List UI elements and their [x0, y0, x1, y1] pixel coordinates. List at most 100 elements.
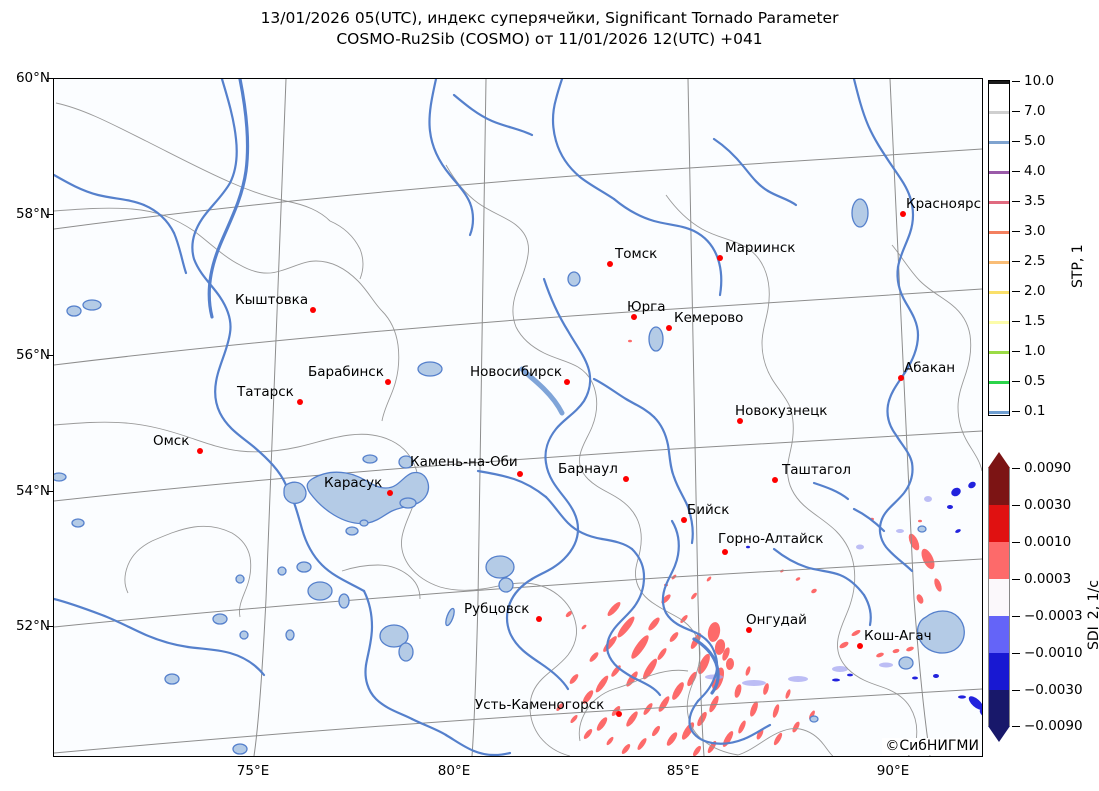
map-canvas[interactable]: Кыштовка Томск Мариинск Красноярск Юрга … — [53, 78, 983, 757]
city-label-tomsk: Томск — [615, 246, 658, 262]
stp-ticklabel-3.0: 3.0 — [1024, 223, 1046, 239]
sdi-ticklabel-neg0.0030: −0.0030 — [1024, 682, 1083, 698]
city-label-barabinsk: Барабинск — [308, 364, 384, 380]
city-dot-kamen-na-obi[interactable] — [517, 471, 523, 477]
city-label-barnaul: Барнаул — [558, 461, 618, 477]
city-label-ongudai: Онгудай — [746, 612, 807, 628]
copyright-watermark: ©СибНИГМИ — [882, 738, 980, 755]
city-label-kosh-agach: Кош-Агач — [864, 628, 932, 644]
stp-tick-0.5 — [1012, 381, 1020, 383]
city-dot-karasuk[interactable] — [387, 490, 393, 496]
stp-ticklabel-4.0: 4.0 — [1024, 163, 1046, 179]
stp-tick-4.0 — [1012, 171, 1020, 173]
city-dot-yurga[interactable] — [631, 314, 637, 320]
sdi-ticklabel-0.0003: 0.0003 — [1024, 571, 1072, 587]
sdi-tick-0.0090 — [1012, 468, 1020, 470]
city-label-omsk: Омск — [153, 433, 190, 449]
stp-colorbar[interactable] — [988, 80, 1010, 416]
stp-ticklabel-0.1: 0.1 — [1024, 403, 1046, 419]
city-label-ust-kamenogorsk: Усть-Каменогорск — [475, 697, 605, 713]
stp-tick-2.5 — [1012, 261, 1020, 263]
administrative-borders — [54, 102, 982, 756]
ytick-mark-1 — [47, 214, 53, 216]
sdi-ticklabel-neg0.0003: −0.0003 — [1024, 608, 1083, 624]
city-dot-tatarsk[interactable] — [297, 399, 303, 405]
sdi-tick-neg0.0003 — [1012, 616, 1020, 618]
sdi-tick-neg0.0010 — [1012, 653, 1020, 655]
city-dot-barnaul[interactable] — [623, 476, 629, 482]
stp-level-line-4.0 — [989, 171, 1009, 174]
city-dot-gorno-altaysk[interactable] — [722, 549, 728, 555]
sdi-negative-patches — [746, 481, 982, 718]
city-dot-novokuznetsk[interactable] — [737, 418, 743, 424]
city-dot-barabinsk[interactable] — [385, 379, 391, 385]
city-dot-mariinsk[interactable] — [717, 255, 723, 261]
sdi-ticklabel-0.0090: 0.0090 — [1024, 460, 1072, 476]
ytick-mark-4 — [47, 626, 53, 628]
city-dot-biysk[interactable] — [681, 517, 687, 523]
city-dot-tashtagol[interactable] — [772, 477, 778, 483]
city-dot-ongudai[interactable] — [746, 627, 752, 633]
city-dot-novosibirsk[interactable] — [564, 379, 570, 385]
city-dot-omsk[interactable] — [197, 448, 203, 454]
stp-level-line-5.0 — [989, 141, 1009, 144]
stp-tick-0.1 — [1012, 411, 1020, 413]
sdi-seg-0.0010-0.0030 — [989, 505, 1009, 542]
stp-colorbar-title: STP, 1 — [1070, 244, 1086, 288]
stp-level-line-3.5 — [989, 201, 1009, 204]
city-label-rubtsovsk: Рубцовск — [464, 601, 530, 617]
city-label-mariinsk: Мариинск — [725, 240, 796, 256]
sdi-ticklabel-0.0010: 0.0010 — [1024, 534, 1072, 550]
city-dot-kosh-agach[interactable] — [857, 643, 863, 649]
stp-level-line-0.5 — [989, 381, 1009, 384]
title-line-1: 13/01/2026 05(UTC), индекс суперячейки, … — [260, 9, 839, 27]
city-dot-rubtsovsk[interactable] — [536, 616, 542, 622]
stp-level-line-2.5 — [989, 261, 1009, 264]
city-dot-abakan[interactable] — [898, 375, 904, 381]
city-label-kyshtovka: Кыштовка — [235, 292, 309, 308]
sdi-colorbar[interactable] — [988, 452, 1010, 742]
stp-tick-2.0 — [1012, 291, 1020, 293]
stp-tick-7.0 — [1012, 111, 1020, 113]
stp-tick-1.5 — [1012, 321, 1020, 323]
sdi-tick-0.0030 — [1012, 505, 1020, 507]
city-label-gorno-altaysk: Горно-Алтайск — [718, 531, 824, 547]
stp-tick-5.0 — [1012, 141, 1020, 143]
ytick-mark-3 — [47, 491, 53, 493]
rivers — [54, 79, 920, 756]
stp-level-line-7.0 — [989, 111, 1009, 114]
sdi-seg-neg0.0010-0.0030 — [989, 653, 1009, 690]
sdi-ticklabel-neg0.0090: −0.0090 — [1024, 718, 1083, 734]
lakes — [54, 198, 965, 755]
ytick-mark-2 — [47, 355, 53, 357]
city-dot-krasnoyarsk[interactable] — [900, 211, 906, 217]
city-dot-tomsk[interactable] — [607, 261, 613, 267]
stp-ticklabel-3.5: 3.5 — [1024, 193, 1046, 209]
ytick-mark-0 — [47, 78, 53, 80]
city-label-kamen-na-obi: Камень-на-Оби — [410, 454, 518, 470]
stp-tick-3.5 — [1012, 201, 1020, 203]
stp-ticklabel-7.0: 7.0 — [1024, 103, 1046, 119]
stp-ticklabel-2.5: 2.5 — [1024, 253, 1046, 269]
city-dot-kyshtovka[interactable] — [310, 307, 316, 313]
city-dot-ust-kamenogorsk[interactable] — [616, 711, 622, 717]
city-label-yurga: Юрга — [627, 299, 666, 315]
sdi-tick-neg0.0030 — [1012, 690, 1020, 692]
city-label-novosibirsk: Новосибирск — [470, 364, 563, 380]
graticule — [54, 79, 982, 756]
title-line-2: COSMO-Ru2Sib (COSMO) от 11/01/2026 12(UT… — [336, 30, 763, 48]
stp-level-line-3.0 — [989, 231, 1009, 234]
stp-tick-3.0 — [1012, 231, 1020, 233]
sdi-seg-0.0030-0.0090 — [989, 468, 1009, 505]
xtick-label-1: 80°E — [437, 763, 471, 779]
city-dot-kemerovo[interactable] — [666, 325, 672, 331]
ytick-label-0: 60°N — [15, 70, 50, 86]
stp-level-line-1.0 — [989, 351, 1009, 354]
stp-ticklabel-5.0: 5.0 — [1024, 133, 1046, 149]
stp-tick-1.0 — [1012, 351, 1020, 353]
stp-level-line-0.1 — [989, 411, 1009, 414]
sdi-ticklabel-0.0030: 0.0030 — [1024, 497, 1072, 513]
sdi-colorbar-title: SDI_2, 1/c — [1086, 580, 1099, 650]
chart-title: 13/01/2026 05(UTC), индекс суперячейки, … — [0, 8, 1099, 50]
